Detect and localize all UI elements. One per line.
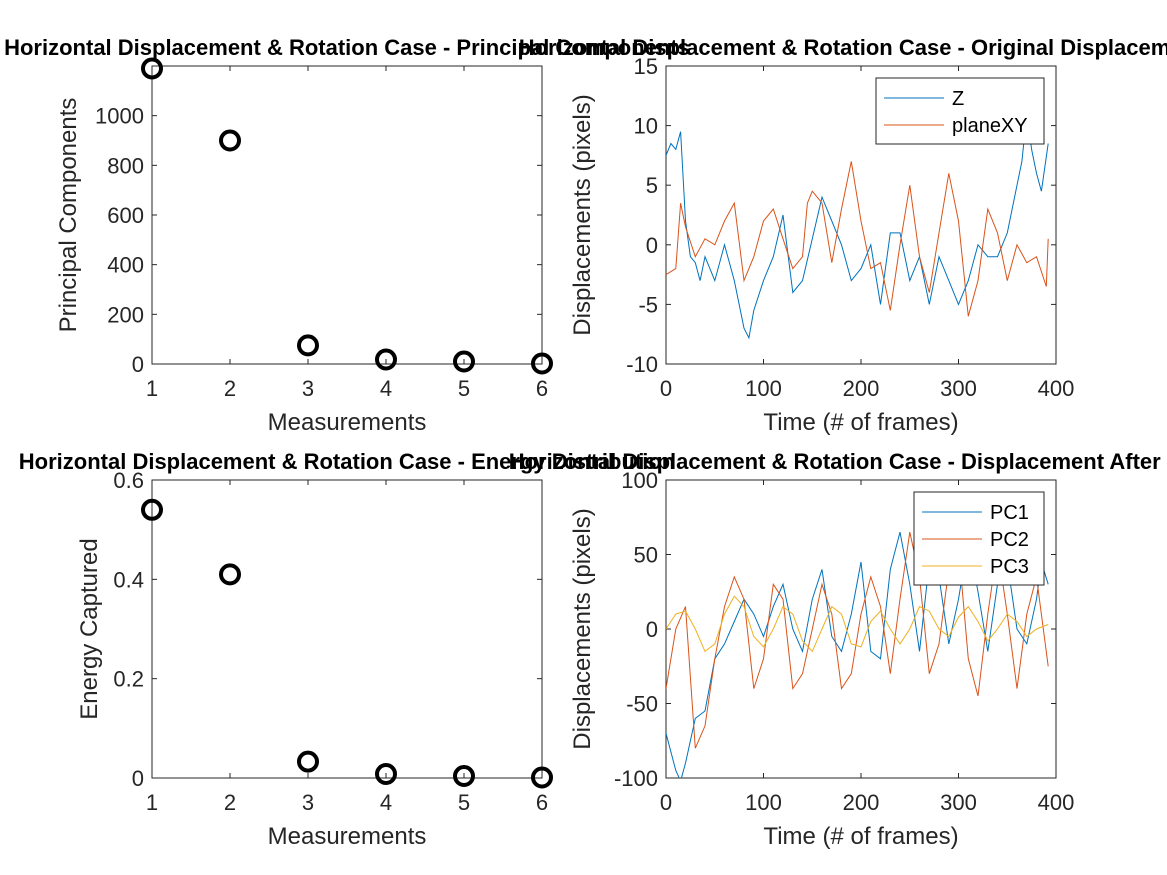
chart-1-title: Horizontal Displacement & Rotation Case … (519, 35, 1167, 60)
chart-3-series-line-2 (666, 595, 1049, 653)
chart-1-ytick-label-4: 10 (634, 114, 658, 139)
chart-1-ytick-label-5: 15 (634, 54, 658, 79)
chart-2-ytick-label-3: 0.6 (113, 468, 144, 493)
chart-1-xtick-label-4: 400 (1038, 376, 1075, 401)
chart-3-series-line-0 (666, 531, 1049, 778)
chart-2-ytick-label-1: 0.2 (113, 667, 144, 692)
chart-2-ylabel: Energy Captured (76, 538, 103, 719)
chart-0-xtick-label-2: 3 (302, 376, 314, 401)
chart-1-xtick-label-1: 100 (745, 376, 782, 401)
chart-2-xtick-label-5: 6 (536, 790, 548, 815)
chart-0-xtick-label-0: 1 (146, 376, 158, 401)
chart-0-xtick-label-1: 2 (224, 376, 236, 401)
chart-2-xtick-label-2: 3 (302, 790, 314, 815)
chart-0-ytick-label-0: 0 (132, 352, 144, 377)
chart-2-point-4 (453, 765, 475, 788)
chart-2-ytick-label-0: 0 (132, 766, 144, 791)
chart-0-ytick-label-3: 600 (107, 203, 144, 228)
chart-2-xtick-label-4: 5 (458, 790, 470, 815)
chart-2-xtick-label-3: 4 (380, 790, 392, 815)
chart-0-point-5 (531, 352, 553, 375)
chart-2-point-0 (141, 498, 163, 521)
chart-2-title: Horizontal Displacement & Rotation Case … (19, 449, 675, 474)
plot-original-displacement: Horizontal Displacement & Rotation Case … (519, 35, 1167, 436)
chart-1-xlabel: Time (# of frames) (763, 409, 958, 436)
chart-3-xtick-label-1: 100 (745, 790, 782, 815)
chart-0-point-1 (219, 129, 241, 152)
chart-0-xtick-label-4: 5 (458, 376, 470, 401)
chart-3-xtick-label-2: 200 (843, 790, 880, 815)
chart-0-title: Horizontal Displacement & Rotation Case … (4, 35, 690, 60)
chart-3-ytick-label-0: -100 (614, 766, 658, 791)
chart-3-xlabel: Time (# of frames) (763, 823, 958, 850)
chart-1-legend-label-0: Z (952, 88, 964, 110)
chart-2-point-1 (219, 563, 241, 586)
chart-0-ytick-label-5: 1000 (95, 104, 144, 129)
chart-0-ytick-label-4: 800 (107, 153, 144, 178)
chart-1-ylabel: Displacements (pixels) (569, 94, 596, 335)
chart-2-xtick-label-0: 1 (146, 790, 158, 815)
chart-0-ylabel: Principal Components (55, 98, 82, 333)
chart-3-legend-label-0: PC1 (990, 502, 1029, 524)
chart-3-legend: PC1 PC2 PC3 (913, 491, 1045, 586)
chart-0-axes-frame (151, 65, 543, 365)
chart-1-legend-box (875, 77, 1045, 145)
chart-2-point-2 (297, 750, 319, 773)
chart-3-ytick-label-1: -50 (626, 692, 658, 717)
chart-2-ytick-label-2: 0.4 (113, 567, 144, 592)
chart-3-ytick-label-4: 100 (621, 468, 658, 493)
chart-1-ytick-label-0: -10 (626, 352, 658, 377)
chart-3-ylabel: Displacements (pixels) (569, 508, 596, 749)
chart-3-legend-label-2: PC3 (990, 556, 1029, 578)
chart-1-xtick-label-3: 300 (940, 376, 977, 401)
plot-principal-components: Horizontal Displacement & Rotation Case … (4, 35, 690, 436)
chart-1-series-line-1 (666, 161, 1049, 317)
chart-0-ytick-label-1: 200 (107, 302, 144, 327)
chart-0-point-0 (141, 57, 163, 80)
chart-2-xlabel: Measurements (268, 823, 427, 850)
chart-0-xtick-label-3: 4 (380, 376, 392, 401)
chart-1-xtick-label-2: 200 (843, 376, 880, 401)
chart-1-ytick-label-3: 5 (646, 173, 658, 198)
chart-2-point-3 (375, 763, 397, 786)
chart-1-ytick-label-2: 0 (646, 233, 658, 258)
chart-1-xtick-label-0: 0 (660, 376, 672, 401)
chart-0-point-2 (297, 334, 319, 357)
chart-2-axes-frame (151, 479, 543, 779)
chart-0-ytick-label-2: 400 (107, 253, 144, 278)
chart-3-xtick-label-0: 0 (660, 790, 672, 815)
chart-0-xtick-label-5: 6 (536, 376, 548, 401)
chart-3-title: Horizontal Displacement & Rotation Case … (509, 449, 1167, 474)
chart-1-legend-label-1: planeXY (952, 115, 1028, 137)
chart-3-xtick-label-3: 300 (940, 790, 977, 815)
chart-3-xtick-label-4: 400 (1038, 790, 1075, 815)
chart-3-legend-label-1: PC2 (990, 529, 1029, 551)
chart-3-ytick-label-3: 50 (634, 543, 658, 568)
chart-2-xtick-label-1: 2 (224, 790, 236, 815)
chart-1-series-line-0 (666, 113, 1049, 340)
chart-0-xlabel: Measurements (268, 409, 427, 436)
chart-3-ytick-label-2: 0 (646, 617, 658, 642)
chart-3-series-line-1 (666, 531, 1049, 749)
plot-displacement-after-pca: Horizontal Displacement & Rotation Case … (509, 449, 1167, 850)
chart-0-point-3 (375, 348, 397, 371)
plot-energy-distribution: Horizontal Displacement & Rotation Case … (19, 449, 675, 850)
chart-0-point-4 (453, 350, 475, 373)
chart-1-ytick-label-1: -5 (638, 292, 658, 317)
chart-2-point-5 (531, 766, 553, 789)
